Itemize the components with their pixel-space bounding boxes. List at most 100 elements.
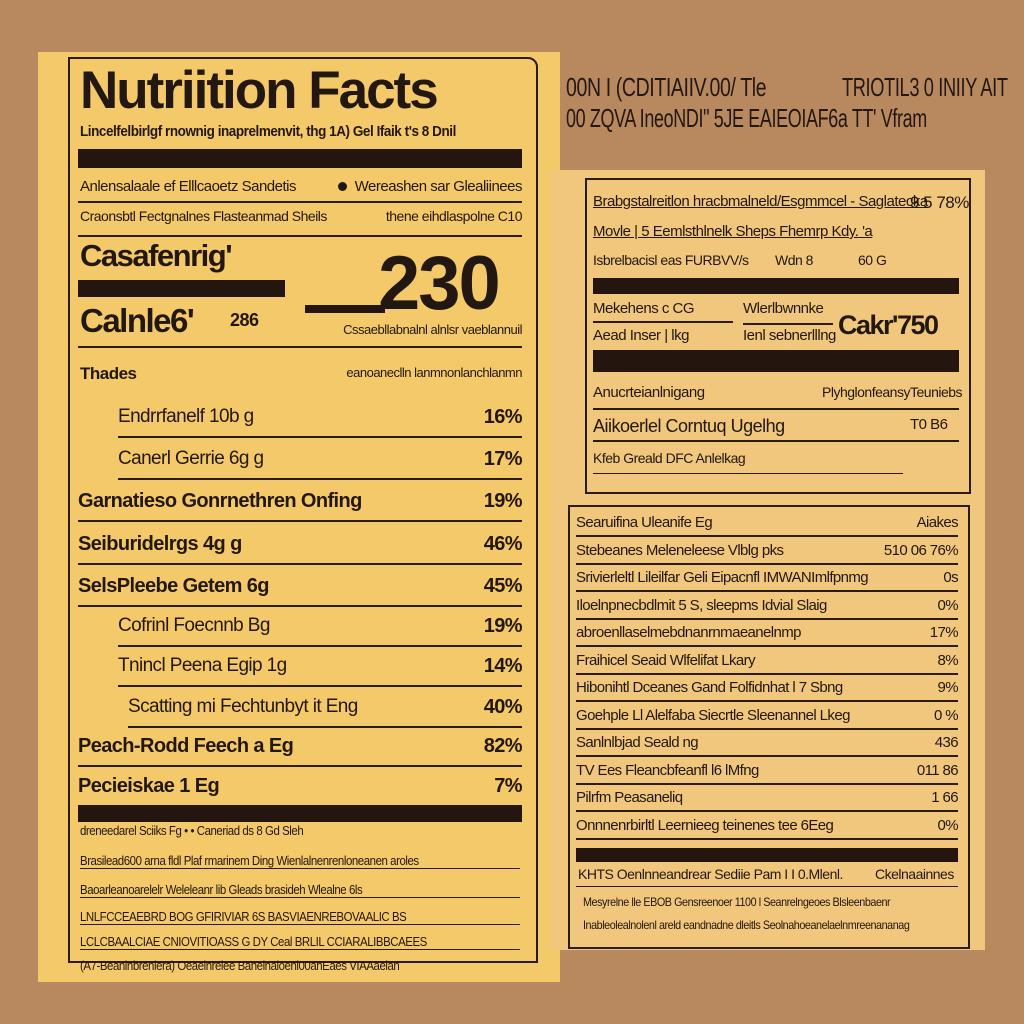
upper-row-3: Isbrelbacisl eas FURBVV/s	[593, 252, 749, 268]
footer-line-2: Mesyrelne lle EBOB Gensreenoer 1100 l Se…	[583, 895, 891, 909]
nutrient-name: Peach-Rodd Feech a Eg	[78, 734, 294, 757]
nutrient-name: Fraihicel Seaid Wlfelifat Lkary	[576, 651, 756, 669]
col1-a: Mekehens c CG	[593, 300, 695, 317]
daily-value-note: eanoaneclln lanmnonlanchlanmn	[346, 365, 522, 380]
footnote-line: Brasilead600 arna fldl Plaf rmarinem Din…	[80, 853, 520, 869]
right-calories-value: Cakr'750	[838, 310, 939, 340]
nutrient-name: Goehple Ll Alelfaba Siecrtle Sleenannel …	[576, 706, 850, 724]
divider	[593, 473, 903, 474]
right-nutrition-label	[550, 170, 985, 950]
nutrient-row: Endrrfanelf 10b g 16%	[118, 398, 523, 438]
nutrient-daily-value: 19%	[483, 614, 523, 637]
right-nutrient-row: Sanlnlbjad Seald ng 436	[576, 730, 959, 757]
nutrient-daily-value: 8%	[937, 651, 959, 669]
serving-info-right: Wereashen sar Glealiinees	[354, 178, 523, 195]
nutrient-name: Hibonihtl Dceanes Gand Folfidnhat l 7 Sb…	[576, 679, 843, 696]
upper-row-1: Brabgstalreitlon hracbmalneld/Esgmmcel -…	[593, 193, 928, 210]
divider	[593, 321, 733, 323]
serving-info-left: Anlensalaale ef Elllcaoetz Sandetis	[80, 178, 296, 195]
nutrient-daily-value: 0%	[937, 816, 959, 834]
daily-value-heading: Thades	[80, 364, 137, 383]
footnote-line: dreneedarel Sciiks Fg • • Caneriad ds 8 …	[80, 823, 304, 838]
right-nutrient-row: Goehple Ll Alelfaba Siecrtle Sleenannel …	[576, 703, 959, 730]
right-upper-border	[585, 178, 971, 494]
nutrient-daily-value: 7%	[494, 774, 522, 797]
nutrient-name: Iloelnpnecbdlmit 5 S, sleepms Idvial Sla…	[576, 596, 827, 614]
nutrient-daily-value: 46%	[483, 532, 523, 555]
upper-row-1-value: 9 5 78%	[910, 193, 969, 212]
nutrient-name: Onnnenrbirltl Leernieeg teinenes tee 6Ee…	[576, 816, 834, 834]
nutrient-name: Srivierleltl Lileilfar Geli Eipacnfl IMW…	[576, 569, 869, 586]
right-nutrient-row: Pilrfm Peasaneliq 1 66	[576, 785, 959, 812]
nutrient-name: Stebeanes Meleneleese Vlblg pks	[576, 541, 784, 559]
thick-divider	[78, 149, 522, 168]
nutrient-name: Scatting mi Fechtunbyt it Eng	[128, 696, 358, 717]
nutrient-daily-value: 19%	[483, 489, 523, 512]
col1-b: Aead Inser | lkg	[593, 327, 689, 344]
nutrient-name: SelsPleebe Getem 6g	[78, 574, 270, 597]
nutrient-row: Peach-Rodd Feech a Eg 82%	[78, 727, 523, 767]
nutrient-daily-value: 436	[934, 734, 959, 751]
nutrient-daily-value: 0s	[943, 569, 958, 586]
footnote-line: LCLCBAALCIAE CNIOVITIOASS G DY Ceal BRLI…	[80, 934, 520, 950]
left-label-border	[68, 57, 538, 963]
divider	[78, 235, 522, 237]
nutrient-name: Cofrinl Foecnnb Bg	[118, 615, 270, 636]
nutrient-row: Cofrinl Foecnnb Bg 19%	[118, 607, 523, 647]
nutrient-name: Searuifina Uleanife Eg	[576, 514, 713, 531]
upper-row-5: Aiikoerlel Corntuq Ugelhg	[593, 416, 785, 436]
nutrient-row: Pecieiskae 1 Eg 7%	[78, 767, 523, 807]
calorie-label: Calnle6'	[80, 302, 195, 339]
right-nutrient-row: Srivierleltl Lileilfar Geli Eipacnfl IMW…	[576, 565, 959, 592]
nutrient-row: Tnincl Peena Egip 1g 14%	[118, 647, 523, 687]
right-nutrient-row: Searuifina Uleanife Eg Aiakes	[576, 510, 959, 537]
col2-a: Wlerlbwnnke	[743, 300, 824, 317]
serving-size-left: Craonsbtl Fectgnalnes Flasteanmad Sheils	[80, 208, 327, 224]
nutrient-daily-value: 17%	[483, 447, 523, 470]
nutrient-name: Pecieiskae 1 Eg	[78, 774, 220, 797]
footnote-line: LNLFCCEAEBRD BOG GFIRIVIAR 6S BASVIAENRE…	[80, 909, 520, 925]
thick-divider	[593, 350, 959, 372]
footer-left: KHTS Oenlnneandrear Sediie Pam I I 0.Mle…	[578, 866, 843, 882]
upper-row-4-mid: Plyhglonfeansy	[822, 384, 910, 400]
nutrient-name: Seiburidelrgs 4g g	[78, 532, 242, 555]
nutrient-daily-value: 9%	[937, 679, 959, 696]
nutrient-daily-value: 510 06 76%	[883, 541, 959, 559]
right-nutrient-row: Stebeanes Meleneleese Vlblg pks 510 06 76…	[576, 538, 959, 565]
divider	[743, 323, 833, 325]
nutrient-name: TV Ees Fleancbfeanfl l6 lMfng	[576, 761, 759, 779]
nutrient-daily-value: Aiakes	[916, 514, 959, 531]
thick-divider	[576, 848, 958, 862]
upper-row-6: Kfeb Greald DFC Anlelkag	[593, 450, 746, 466]
footer-line-3: Inableolealnolenl areld eandnadne dleitl…	[583, 918, 910, 932]
right-nutrient-row: Hibonihtl Dceanes Gand Folfidnhat l 7 Sb…	[576, 675, 959, 702]
dash-divider	[305, 305, 385, 313]
calorie-sub-value: 286	[230, 310, 259, 330]
footer-right: Ckelnaainnes	[875, 866, 954, 882]
right-nutrient-row: Onnnenrbirltl Leernieeg teinenes tee 6Ee…	[576, 813, 959, 840]
label-subtitle: Lincelfelbirlgf rnownig inaprelmenvit, t…	[80, 123, 456, 140]
upper-row-3-mid: Wdn 8	[775, 252, 813, 268]
header-text-line2: 00 ZQVA IneoNDI" 5JE EAIEOIAF6a TT' Vfra…	[566, 103, 927, 133]
divider	[78, 201, 522, 203]
nutrient-name: Sanlnlbjad Seald ng	[576, 734, 699, 751]
nutrient-row: SelsPleebe Getem 6g 45%	[78, 567, 523, 607]
nutrient-daily-value: 45%	[483, 574, 523, 597]
nutrient-daily-value: 40%	[483, 695, 523, 718]
calorie-note: Cssaebllabnalnl alnlsr vaeblannuil	[343, 322, 522, 337]
divider	[78, 346, 522, 348]
label-title: Nutriition Facts	[80, 61, 439, 120]
serving-size-right: thene eihdlaspolne C10	[385, 208, 523, 224]
nutrient-name: Pilrfm Peasaneliq	[576, 789, 683, 806]
upper-row-2: Movle | 5 Eemlsthlnelk Sheps Fhemrp Kdy.…	[593, 223, 873, 240]
footnote-line: (A7-Beanlnbrenlera) Oeaelnrelee Banelnal…	[80, 958, 400, 973]
thick-divider	[78, 280, 285, 297]
nutrient-daily-value: 1 66	[931, 789, 958, 806]
header-text-left: 00N I (CDITIAIIV.00/ Tle	[566, 72, 767, 102]
divider	[576, 886, 958, 887]
nutrient-daily-value: 16%	[483, 405, 523, 428]
divider	[593, 408, 959, 410]
right-nutrient-row: Iloelnpnecbdlmit 5 S, sleepms Idvial Sla…	[576, 593, 959, 620]
thick-divider	[593, 278, 959, 294]
nutrient-daily-value: 0 %	[933, 706, 959, 724]
